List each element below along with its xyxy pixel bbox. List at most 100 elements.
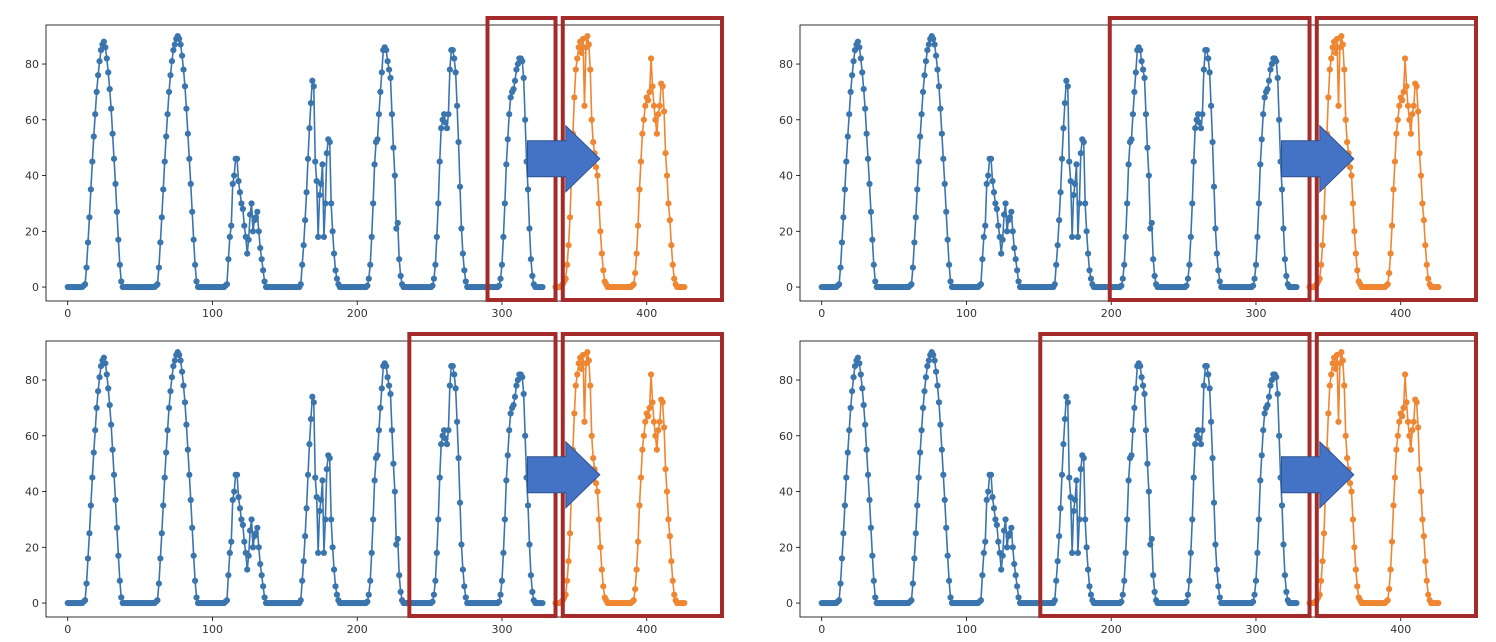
- train-point: [1206, 385, 1213, 392]
- train-point: [1076, 200, 1083, 207]
- train-point: [1014, 267, 1021, 274]
- forecast-point: [1388, 222, 1396, 229]
- forecast-point: [1393, 130, 1400, 137]
- train-point: [1199, 427, 1206, 434]
- forecast-point: [1419, 516, 1426, 523]
- forecast-point: [1394, 116, 1401, 123]
- train-point: [1082, 516, 1089, 523]
- train-point: [857, 55, 864, 62]
- forecast-point: [1425, 275, 1432, 282]
- forecast-point: [1384, 597, 1391, 604]
- train-point: [1057, 505, 1064, 512]
- train-point: [165, 88, 173, 96]
- forecast-point: [574, 371, 581, 378]
- train-point: [506, 427, 513, 434]
- train-point: [105, 385, 112, 392]
- forecast-point: [1415, 424, 1422, 431]
- train-point: [924, 362, 931, 370]
- train-point: [937, 421, 944, 428]
- train-point: [1249, 282, 1257, 289]
- x-tick-label: 0: [64, 307, 71, 320]
- panel-bottom-right: 0 100 200 300 400 0 20 40 60 80: [779, 332, 1478, 636]
- train-point: [867, 208, 875, 215]
- train-point: [1077, 150, 1084, 157]
- train-point: [1257, 477, 1264, 484]
- train-point: [946, 577, 953, 584]
- forecast-point: [1413, 83, 1420, 90]
- x-tick-label: 400: [636, 307, 657, 320]
- train-point: [385, 382, 393, 389]
- train-point: [1064, 83, 1071, 90]
- train-point: [326, 454, 333, 462]
- forecast-point: [597, 544, 604, 551]
- train-point: [1210, 183, 1218, 190]
- train-point: [236, 505, 244, 512]
- train-point: [1125, 161, 1132, 168]
- forecast-point: [656, 418, 663, 425]
- train-point: [980, 233, 987, 240]
- train-point: [1142, 111, 1150, 118]
- train-point: [158, 530, 165, 537]
- train-point: [223, 281, 231, 288]
- train-point: [323, 466, 330, 473]
- train-point: [92, 111, 99, 118]
- forecast-arrow: [1281, 440, 1355, 509]
- train-point: [317, 496, 325, 504]
- forecast-point: [1349, 516, 1357, 523]
- axes-frame: [45, 24, 723, 302]
- train-point: [90, 133, 97, 140]
- train-point: [524, 186, 532, 193]
- train-point: [436, 158, 443, 165]
- train-point: [168, 374, 176, 381]
- train-point: [520, 74, 527, 82]
- forecast-point: [1386, 270, 1393, 277]
- train-point: [914, 502, 921, 509]
- train-point: [92, 427, 99, 434]
- train-point: [102, 44, 109, 51]
- train-point: [1006, 530, 1013, 537]
- train-point: [513, 66, 520, 73]
- train-point: [245, 552, 252, 559]
- train-point: [917, 133, 924, 140]
- forecast-point: [571, 410, 578, 417]
- forecast-point: [1348, 488, 1355, 495]
- train-point: [1086, 267, 1093, 274]
- x-tick-label: 200: [347, 623, 368, 636]
- train-point: [1086, 583, 1093, 590]
- train-point: [912, 214, 919, 221]
- panel-bottom-left: 0 100 200 300 400 0 20 40 60 80: [25, 332, 724, 636]
- forecast-point: [1325, 410, 1332, 417]
- x-tick-label: 200: [347, 307, 368, 320]
- train-point: [522, 116, 529, 123]
- train-point: [983, 496, 990, 504]
- train-point: [1138, 58, 1145, 65]
- train-point: [1014, 583, 1021, 590]
- forecast-point: [1393, 446, 1400, 453]
- train-point: [1254, 233, 1261, 240]
- forecast-point: [1339, 357, 1346, 364]
- forecast-point: [585, 357, 592, 364]
- train-point: [998, 566, 1005, 573]
- train-point: [304, 471, 312, 478]
- forecast-point: [659, 83, 666, 90]
- train-point: [1148, 219, 1155, 227]
- forecast-point: [594, 172, 601, 179]
- train-point: [1192, 125, 1199, 132]
- train-point: [908, 281, 915, 288]
- train-point: [430, 275, 438, 282]
- train-point: [368, 549, 375, 556]
- train-series-line: [821, 35, 1297, 288]
- train-point: [869, 236, 876, 243]
- train-point: [837, 264, 844, 271]
- train-point: [995, 538, 1002, 545]
- forecast-point: [1325, 94, 1332, 101]
- train-point: [1197, 125, 1205, 132]
- train-point: [163, 133, 170, 140]
- forecast-point: [668, 558, 675, 565]
- train-point: [979, 256, 986, 263]
- train-point: [307, 415, 314, 423]
- train-point: [1077, 466, 1084, 473]
- train-point: [1087, 591, 1095, 598]
- train-point: [519, 374, 526, 381]
- forecast-point: [1416, 466, 1423, 473]
